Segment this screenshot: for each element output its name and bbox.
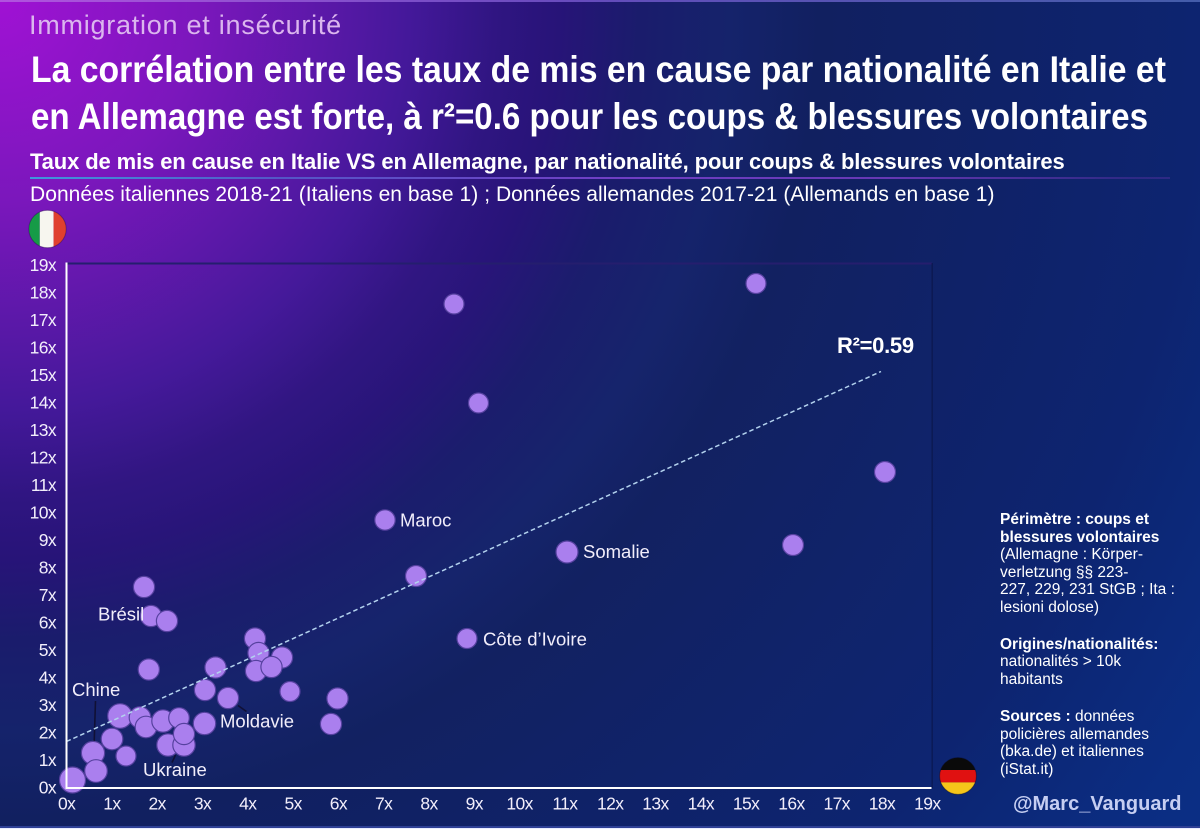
svg-text:8x: 8x bbox=[420, 794, 438, 814]
svg-text:9x: 9x bbox=[39, 530, 57, 550]
svg-text:2x: 2x bbox=[39, 722, 57, 742]
svg-text:3x: 3x bbox=[39, 695, 57, 715]
svg-text:1x: 1x bbox=[39, 750, 57, 770]
svg-text:6x: 6x bbox=[39, 612, 57, 632]
svg-text:17x: 17x bbox=[823, 794, 850, 814]
svg-text:9x: 9x bbox=[466, 794, 484, 814]
svg-text:5x: 5x bbox=[284, 794, 302, 814]
svg-text:10x: 10x bbox=[30, 502, 57, 522]
svg-text:5x: 5x bbox=[39, 640, 57, 660]
svg-text:14x: 14x bbox=[688, 794, 715, 814]
svg-text:Chine: Chine bbox=[72, 679, 120, 700]
svg-text:10x: 10x bbox=[506, 794, 533, 814]
svg-text:R²=0.59: R²=0.59 bbox=[837, 333, 914, 358]
svg-text:18x: 18x bbox=[30, 282, 57, 302]
svg-text:Moldavie: Moldavie bbox=[220, 711, 294, 732]
svg-text:12x: 12x bbox=[597, 794, 624, 814]
svg-text:7x: 7x bbox=[39, 585, 57, 605]
svg-text:6x: 6x bbox=[330, 794, 348, 814]
svg-text:14x: 14x bbox=[30, 392, 57, 412]
svg-text:1x: 1x bbox=[103, 794, 121, 814]
svg-text:0x: 0x bbox=[39, 778, 57, 798]
svg-text:15x: 15x bbox=[733, 794, 760, 814]
svg-text:15x: 15x bbox=[30, 365, 57, 385]
svg-text:Somalie: Somalie bbox=[583, 541, 650, 562]
svg-text:16x: 16x bbox=[30, 337, 57, 357]
svg-text:16x: 16x bbox=[778, 794, 805, 814]
svg-text:11x: 11x bbox=[31, 475, 57, 495]
svg-text:19x: 19x bbox=[914, 794, 941, 814]
svg-text:0x: 0x bbox=[58, 794, 76, 814]
svg-text:17x: 17x bbox=[30, 310, 57, 330]
svg-text:12x: 12x bbox=[30, 447, 57, 467]
svg-text:Maroc: Maroc bbox=[400, 510, 451, 531]
svg-text:13x: 13x bbox=[642, 794, 669, 814]
svg-text:3x: 3x bbox=[194, 794, 212, 814]
svg-text:Brésil: Brésil bbox=[98, 604, 144, 625]
svg-text:11x: 11x bbox=[552, 794, 578, 814]
svg-text:19x: 19x bbox=[30, 255, 57, 275]
svg-text:4x: 4x bbox=[239, 794, 257, 814]
svg-text:Côte d’Ivoire: Côte d’Ivoire bbox=[483, 629, 587, 650]
svg-text:Ukraine: Ukraine bbox=[143, 759, 207, 780]
svg-text:8x: 8x bbox=[39, 557, 57, 577]
svg-text:18x: 18x bbox=[869, 794, 896, 814]
svg-text:7x: 7x bbox=[375, 794, 393, 814]
svg-text:4x: 4x bbox=[39, 667, 57, 687]
svg-text:13x: 13x bbox=[30, 420, 57, 440]
svg-text:2x: 2x bbox=[149, 794, 167, 814]
